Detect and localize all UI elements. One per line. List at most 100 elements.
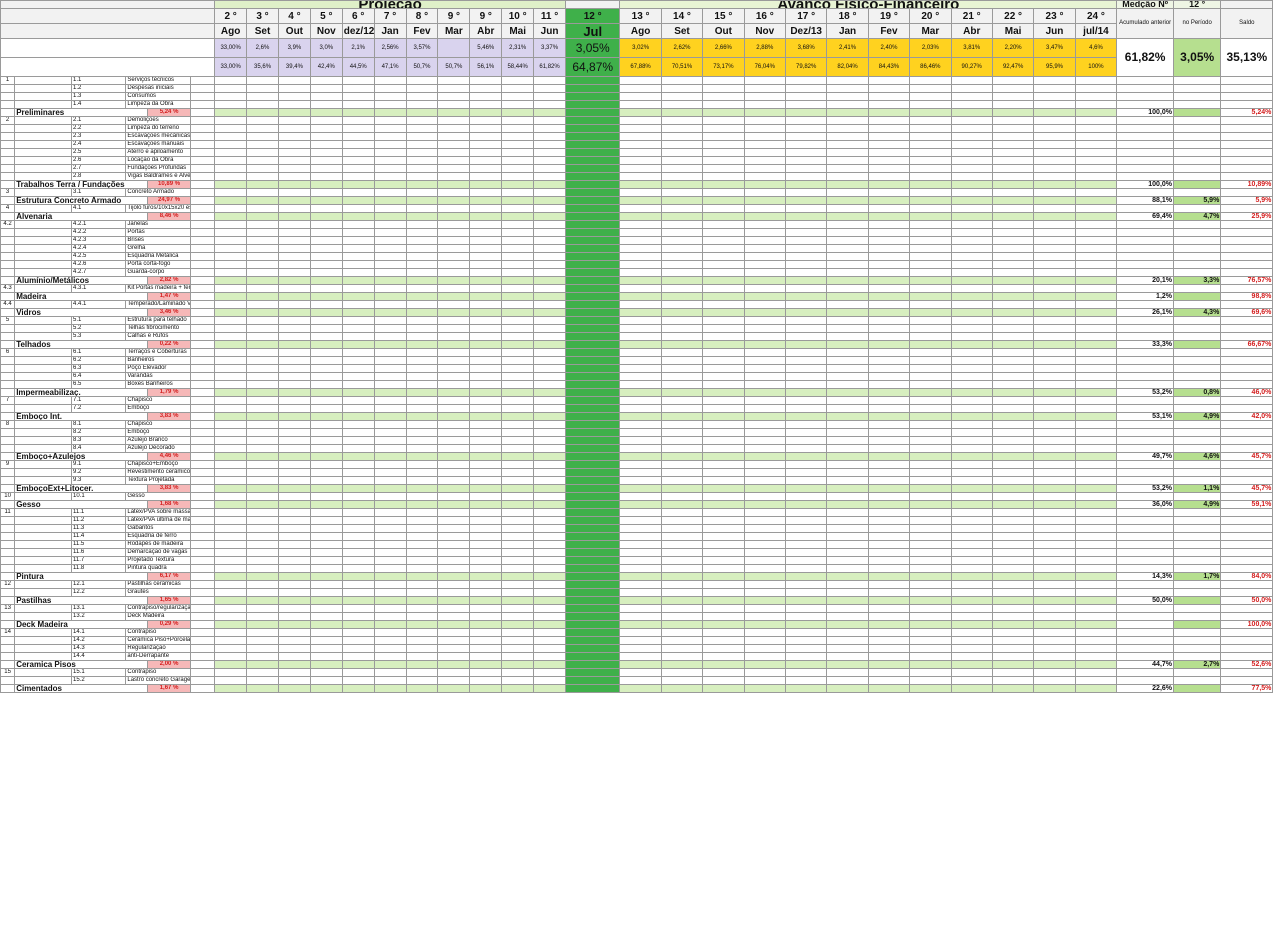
subtotal-cell xyxy=(533,620,567,629)
month-cell xyxy=(565,580,621,589)
month-cell xyxy=(405,220,439,229)
section-periodo: 4,9% xyxy=(1173,500,1222,509)
section-title: Vidros xyxy=(14,308,148,317)
medicao-label: Medção Nº xyxy=(1116,0,1175,9)
saldo-cell xyxy=(1220,428,1273,437)
per-cell xyxy=(1173,460,1222,469)
month-cell xyxy=(214,508,248,517)
month-cell xyxy=(991,236,1035,245)
acc-cell xyxy=(1116,492,1175,501)
month-cell xyxy=(309,324,343,333)
month-cell xyxy=(743,316,786,325)
month-cell xyxy=(1074,156,1118,165)
month-cell xyxy=(702,476,745,485)
item-name: Látex/PVA última de mão xyxy=(125,516,192,525)
month-cell xyxy=(784,252,828,261)
month-cell xyxy=(867,548,911,557)
month-cell xyxy=(437,228,471,237)
subtotal-cell xyxy=(1074,388,1118,397)
month-cell xyxy=(214,236,248,245)
month-cell xyxy=(533,516,567,525)
subtotal-cell xyxy=(619,276,662,285)
month-cell xyxy=(743,380,786,389)
month-cell xyxy=(309,668,343,677)
month-cell xyxy=(565,124,621,133)
subtotal-cell xyxy=(214,276,248,285)
blank xyxy=(0,108,16,117)
month-cell xyxy=(341,468,375,477)
subtotal-cell xyxy=(1033,308,1076,317)
month-cell xyxy=(909,588,952,597)
month-number: 20 ° xyxy=(909,8,952,24)
month-cell xyxy=(950,228,993,237)
monthly-pct: 3,68% xyxy=(784,38,828,58)
month-cell xyxy=(214,652,248,661)
item-name: Porta corta-fogo xyxy=(125,260,192,269)
month-number: 14 ° xyxy=(660,8,704,24)
section-name xyxy=(14,476,72,485)
month-cell xyxy=(743,628,786,637)
section-id xyxy=(0,556,16,565)
month-cell xyxy=(309,204,343,213)
section-name xyxy=(14,348,72,357)
month-cell xyxy=(246,164,279,173)
month-cell xyxy=(309,132,343,141)
item-code: 2.3 xyxy=(70,132,127,141)
per-cell xyxy=(1173,124,1222,133)
month-cell xyxy=(743,100,786,109)
subtotal-cell xyxy=(565,308,621,317)
subtotal-cell xyxy=(1074,340,1118,349)
month-cell xyxy=(214,364,248,373)
blank xyxy=(190,620,216,629)
month-cell xyxy=(533,76,567,85)
item-qty xyxy=(190,420,216,429)
acc-cell xyxy=(1116,356,1175,365)
month-cell xyxy=(565,364,621,373)
month-cell xyxy=(867,396,911,405)
subtotal-cell xyxy=(565,212,621,221)
item-qty xyxy=(190,164,216,173)
month-cell xyxy=(469,252,503,261)
acc-cell xyxy=(1116,124,1175,133)
month-cell xyxy=(437,516,471,525)
month-cell xyxy=(309,100,343,109)
month-cell xyxy=(501,140,535,149)
subtotal-cell xyxy=(501,684,535,693)
subtotal-cell xyxy=(702,196,745,205)
month-cell xyxy=(867,436,911,445)
month-cell xyxy=(702,396,745,405)
month-cell xyxy=(702,540,745,549)
month-cell xyxy=(469,548,503,557)
section-periodo: 4,3% xyxy=(1173,308,1222,317)
item-qty xyxy=(190,348,216,357)
subtotal-cell xyxy=(826,292,869,301)
month-cell xyxy=(950,612,993,621)
month-cell xyxy=(826,228,869,237)
month-cell xyxy=(991,540,1035,549)
month-cell xyxy=(784,164,828,173)
subtotal-cell xyxy=(277,500,311,509)
month-cell xyxy=(501,252,535,261)
month-cell xyxy=(565,76,621,85)
subtotal-cell xyxy=(826,308,869,317)
acc-cell xyxy=(1116,532,1175,541)
month-cell xyxy=(469,220,503,229)
subtotal-cell xyxy=(373,180,407,189)
schedule-table: ProjeçãoAvanço Físico-FinanceiroMedção N… xyxy=(0,0,1273,693)
month-cell xyxy=(501,316,535,325)
month-cell xyxy=(341,324,375,333)
section-id xyxy=(0,380,16,389)
section-id xyxy=(0,124,16,133)
month-cell xyxy=(867,564,911,573)
subtotal-cell xyxy=(867,292,911,301)
subtotal-cell xyxy=(702,388,745,397)
section-weight: 1,79 % xyxy=(146,388,192,397)
month-cell xyxy=(214,204,248,213)
section-id xyxy=(0,652,16,661)
month-cell xyxy=(826,420,869,429)
month-cell xyxy=(702,92,745,101)
acc-cell xyxy=(1116,428,1175,437)
item-name: Fundações Profundas xyxy=(125,164,192,173)
month-cell xyxy=(1033,652,1076,661)
month-cell xyxy=(214,356,248,365)
